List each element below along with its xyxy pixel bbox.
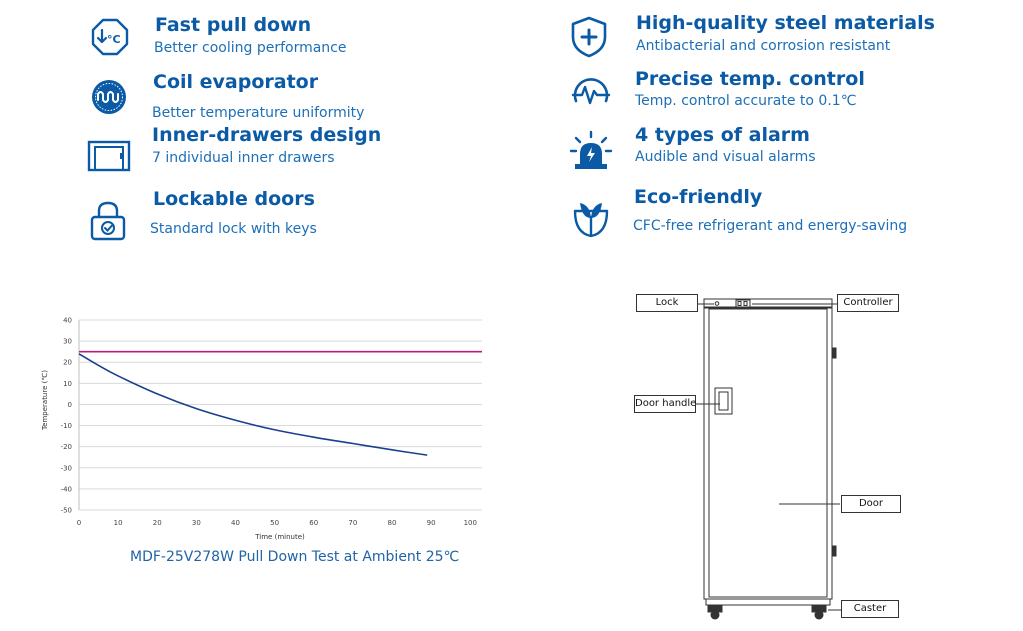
feature-title-eco-friendly: Eco-friendly — [634, 186, 763, 208]
caster-wheel-left — [710, 610, 720, 620]
feature-title-steel-materials: High-quality steel materials — [636, 12, 935, 34]
thermometer-arrow-icon: °C — [91, 18, 129, 56]
lock-keyhole — [714, 301, 720, 306]
feature-desc-precise-temp: Temp. control accurate to 0.1℃ — [635, 93, 857, 109]
y-tick-label: 10 — [63, 380, 72, 388]
x-tick-label: 40 — [231, 519, 240, 527]
x-tick-label: 50 — [270, 519, 279, 527]
callout-caster: Caster — [841, 600, 899, 618]
leaf-icon — [573, 203, 609, 238]
x-tick-label: 0 — [77, 519, 81, 527]
pulse-gauge-icon — [571, 78, 611, 105]
x-tick-label: 60 — [309, 519, 318, 527]
chart-caption: MDF-25V278W Pull Down Test at Ambient 25… — [130, 549, 460, 565]
x-tick-label: 10 — [114, 519, 123, 527]
shield-plus-icon — [571, 16, 607, 58]
x-tick-label: 90 — [427, 519, 436, 527]
temperature-curve — [78, 353, 428, 456]
svg-text:°C: °C — [107, 33, 121, 46]
cabinet-diagram — [694, 298, 848, 620]
callout-door-handle: Door handle — [634, 395, 696, 413]
feature-title-coil-evaporator: Coil evaporator — [153, 71, 319, 93]
y-tick-label: -20 — [61, 443, 72, 451]
feature-desc-coil-evaporator: Better temperature uniformity — [152, 105, 365, 121]
y-axis-label: Temperature (℃) — [41, 370, 49, 431]
drawers-icon — [87, 140, 131, 172]
feature-desc-lockable-doors: Standard lock with keys — [150, 221, 317, 237]
y-tick-label: 40 — [63, 317, 72, 325]
y-tick-label: -40 — [61, 485, 72, 493]
feature-title-alarm: 4 types of alarm — [635, 124, 810, 146]
y-tick-label: -50 — [61, 507, 72, 515]
alarm-light-icon — [569, 130, 613, 169]
feature-desc-inner-drawers: 7 individual inner drawers — [152, 150, 335, 166]
feature-desc-alarm: Audible and visual alarms — [635, 149, 816, 165]
chart-grid — [78, 319, 482, 511]
y-tick-label: -30 — [61, 464, 72, 472]
lock-icon — [90, 201, 126, 241]
coil-icon — [92, 80, 126, 114]
chart-series — [78, 350, 482, 456]
cabinet-body — [703, 306, 833, 600]
x-tick-label: 20 — [153, 519, 162, 527]
x-tick-label: 80 — [388, 519, 397, 527]
x-tick-label: 100 — [464, 519, 477, 527]
x-axis-label: Time (minute) — [254, 533, 305, 541]
feature-title-fast-pull-down: Fast pull down — [155, 14, 312, 36]
feature-desc-steel-materials: Antibacterial and corrosion resistant — [636, 38, 891, 54]
feature-title-lockable-doors: Lockable doors — [153, 188, 315, 210]
door-handle-shape — [714, 387, 733, 415]
callout-controller: Controller — [837, 294, 899, 312]
x-tick-labels: 0 10 20 30 40 50 60 70 80 90 100 — [77, 519, 477, 527]
feature-title-inner-drawers: Inner-drawers design — [152, 124, 382, 146]
feature-title-precise-temp: Precise temp. control — [635, 68, 865, 90]
feature-desc-eco-friendly: CFC-free refrigerant and energy-saving — [633, 218, 908, 234]
x-tick-label: 30 — [192, 519, 201, 527]
caster-wheel-right — [814, 610, 824, 620]
feature-desc-fast-pull-down: Better cooling performance — [154, 40, 347, 56]
y-tick-label: 30 — [63, 338, 72, 346]
y-tick-label: 20 — [63, 359, 72, 367]
cabinet-door-panel — [708, 308, 828, 598]
x-tick-label: 70 — [348, 519, 357, 527]
y-tick-labels: 40 30 20 10 0 -10 -20 -30 -40 -50 — [61, 317, 72, 515]
y-tick-label: 0 — [68, 401, 72, 409]
y-tick-label: -10 — [61, 422, 72, 430]
controller-panel — [735, 299, 751, 308]
callout-lock: Lock — [636, 294, 698, 312]
callout-door: Door — [841, 495, 901, 513]
